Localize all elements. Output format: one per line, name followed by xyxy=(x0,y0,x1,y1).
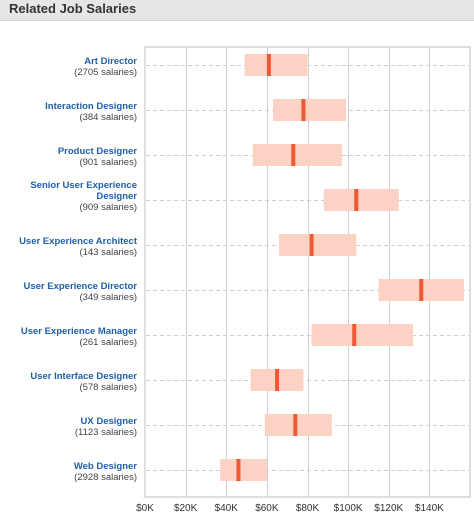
panel-title: Related Job Salaries xyxy=(9,1,137,16)
salary-count-label: (909 salaries) xyxy=(79,202,137,213)
job-title-link[interactable]: UX Designer xyxy=(81,416,138,427)
job-title-link[interactable]: Designer xyxy=(96,191,137,202)
median-marker xyxy=(236,459,241,481)
salary-count-label: (143 salaries) xyxy=(79,247,137,258)
salary-count-label: (349 salaries) xyxy=(79,292,137,303)
x-tick-label: $60K xyxy=(255,503,279,514)
job-title-link[interactable]: User Interface Designer xyxy=(30,371,137,382)
salary-range-bar xyxy=(323,189,399,211)
x-tick-label: $80K xyxy=(296,503,320,514)
salary-range-bar xyxy=(279,234,357,256)
job-title-link[interactable]: Interaction Designer xyxy=(45,101,137,112)
salary-range-bar xyxy=(272,99,347,121)
x-tick-label: $100K xyxy=(334,503,363,514)
job-title-link[interactable]: User Experience Architect xyxy=(19,236,138,247)
plot-frame xyxy=(144,46,471,498)
x-tick-label: $120K xyxy=(374,503,403,514)
salary-range-bar xyxy=(244,54,308,76)
salary-count-label: (2928 salaries) xyxy=(74,472,137,483)
median-marker xyxy=(275,369,280,391)
median-marker xyxy=(354,189,359,211)
job-title-link[interactable]: Product Designer xyxy=(58,146,137,157)
salary-range-bar xyxy=(220,459,267,481)
salary-range-bar xyxy=(252,144,343,166)
median-marker xyxy=(309,234,314,256)
job-title-link[interactable]: User Experience Director xyxy=(23,281,137,292)
x-tick-label: $0K xyxy=(136,503,154,514)
salary-range-bar xyxy=(311,324,414,346)
salary-count-label: (384 salaries) xyxy=(79,112,137,123)
median-marker xyxy=(293,414,298,436)
median-marker xyxy=(291,144,296,166)
salary-count-label: (1123 salaries) xyxy=(75,427,137,438)
salary-range-bar xyxy=(264,414,332,436)
salary-count-label: (2705 salaries) xyxy=(74,67,137,78)
x-tick-label: $40K xyxy=(215,503,239,514)
salary-count-label: (578 salaries) xyxy=(79,382,137,393)
median-marker xyxy=(352,324,357,346)
panel-header: Related Job Salaries xyxy=(0,0,474,21)
x-tick-label: $20K xyxy=(174,503,198,514)
x-tick-label: $140K xyxy=(415,503,444,514)
median-marker xyxy=(419,279,424,301)
median-marker xyxy=(301,99,306,121)
job-title-link[interactable]: Senior User Experience xyxy=(30,180,137,191)
job-title-link[interactable]: Art Director xyxy=(84,56,137,67)
job-title-link[interactable]: User Experience Manager xyxy=(21,326,137,337)
median-marker xyxy=(266,54,271,76)
salary-count-label: (261 salaries) xyxy=(79,337,137,348)
salary-count-label: (901 salaries) xyxy=(79,157,137,168)
job-title-link[interactable]: Web Designer xyxy=(74,461,137,472)
